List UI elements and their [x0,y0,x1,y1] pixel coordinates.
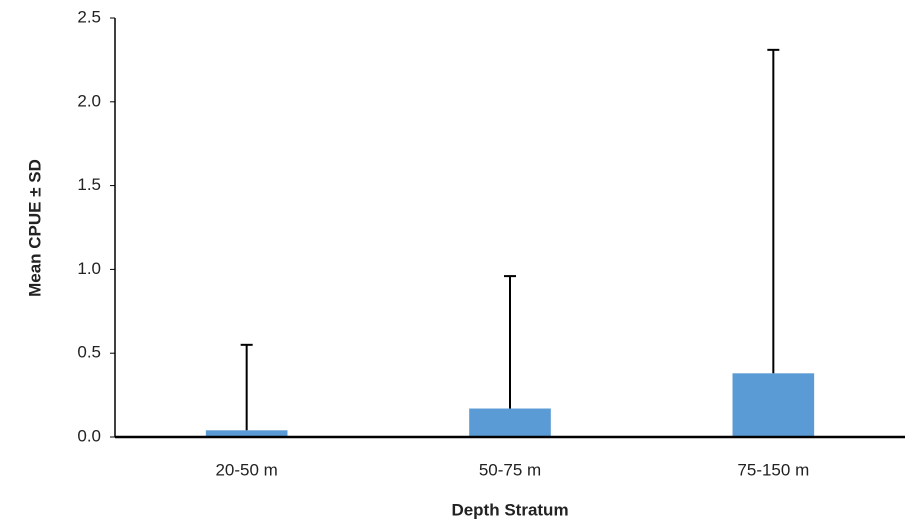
y-tick-label: 1.5 [77,175,101,194]
y-tick-label: 0.0 [77,426,101,445]
error-bar [504,275,516,409]
x-axis-title: Depth Stratum [451,500,568,519]
bar [205,430,288,437]
x-tick-label: 75-150 m [737,460,809,479]
error-bar [240,343,253,431]
bar [732,373,815,437]
error-bar [767,48,780,374]
bar [469,408,551,437]
x-tick-label: 50-75 m [479,460,541,479]
y-tick-label: 2.0 [77,91,101,110]
y-axis-title: Mean CPUE ± SD [25,159,44,297]
y-tick-label: 1.0 [77,259,101,278]
y-tick-label: 0.5 [77,343,101,362]
y-tick-label: 2.5 [77,7,101,26]
x-tick-label: 20-50 m [215,460,277,479]
